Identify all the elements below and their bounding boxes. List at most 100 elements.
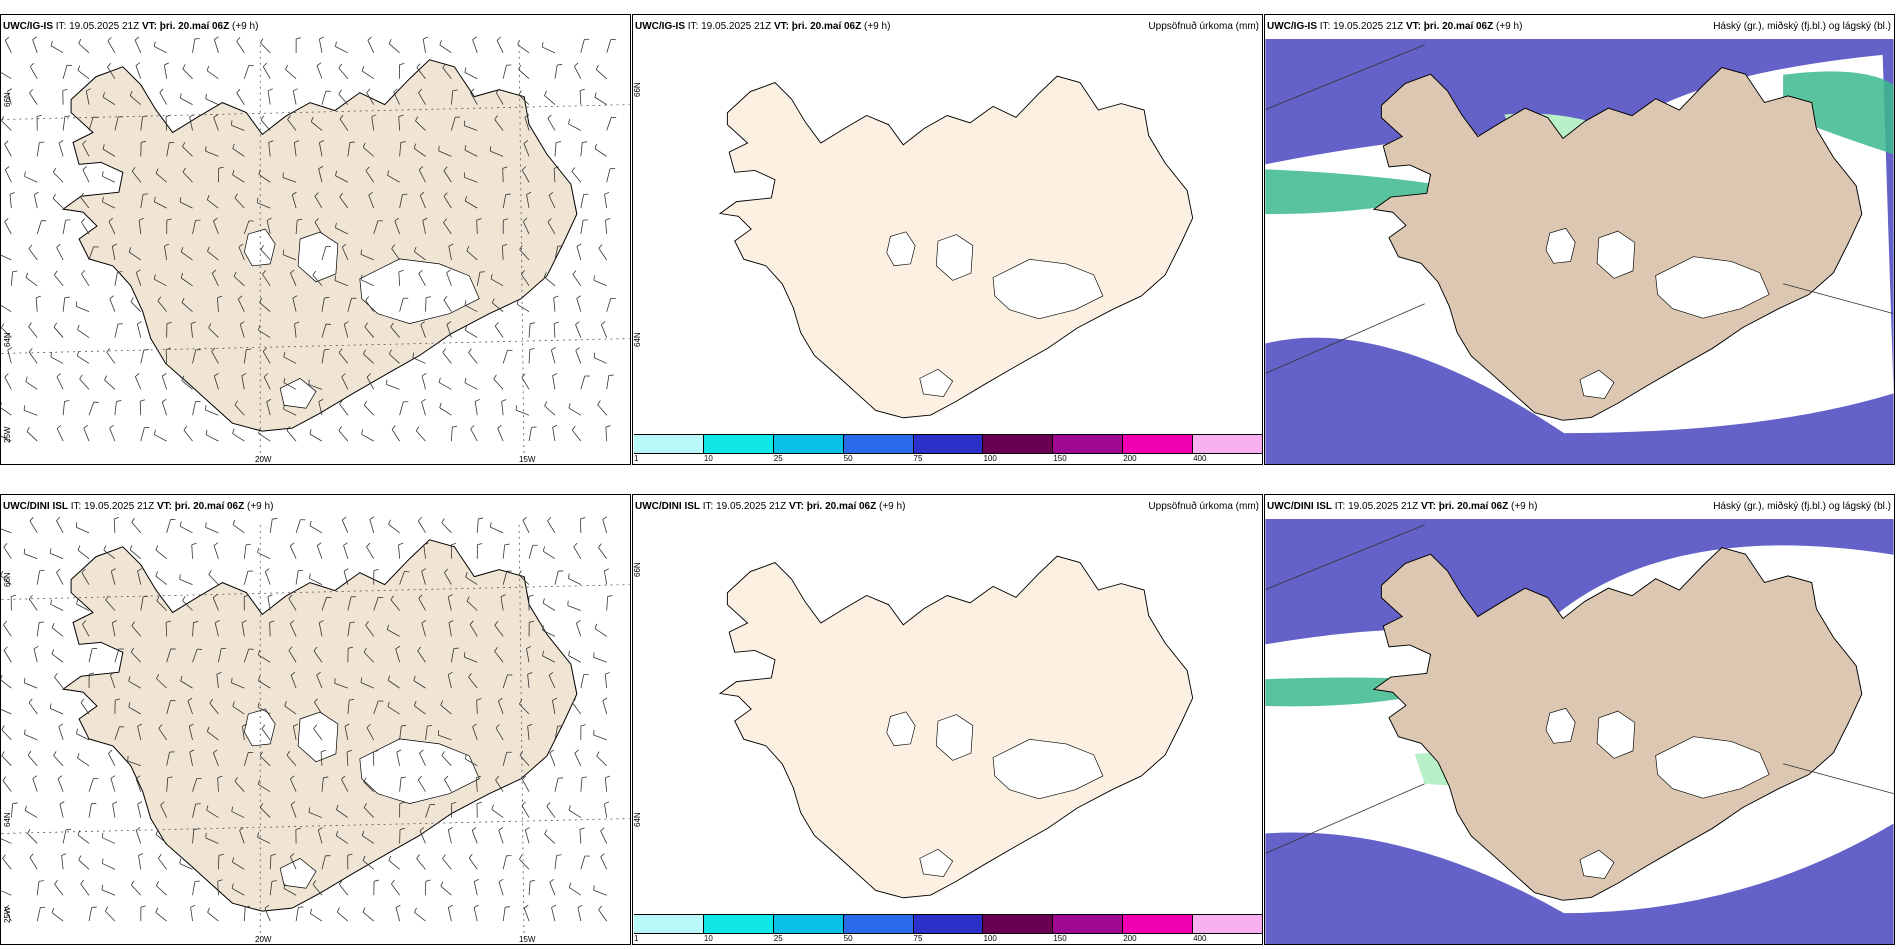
wind-barb [51, 599, 63, 610]
wind-barb [28, 751, 37, 766]
colorbar-ticks: 1 10 25 50 75 100 150 200 400 [634, 934, 1263, 945]
wind-barb [503, 907, 510, 921]
wind-barb [3, 854, 12, 869]
panel-header: UWC/IG-IS IT: 19.05.2025 21Z VT: þri. 20… [1265, 15, 1894, 39]
wind-barb [156, 908, 167, 921]
wind-barb [26, 377, 38, 390]
wind-barb [5, 37, 11, 53]
wind-barb [296, 38, 301, 53]
wind-barb-map [1, 15, 630, 464]
wind-barb [63, 65, 72, 78]
colorbar-tick-label: 400 [1193, 934, 1206, 943]
wind-barb [569, 805, 581, 817]
wind-barb [569, 883, 581, 896]
wind-barb [607, 375, 614, 389]
wind-barb [270, 518, 277, 532]
wind-barb [58, 776, 63, 792]
panel-wind-row1: UWC/IG-IS IT: 19.05.2025 21Z VT: þri. 20… [0, 14, 631, 465]
wind-barb [27, 427, 37, 441]
wind-barb [28, 829, 38, 843]
wind-barb [37, 142, 44, 156]
wind-barb [137, 322, 141, 338]
wind-barb [367, 543, 374, 559]
colorbar-swatch [1123, 435, 1193, 453]
wind-barb [77, 351, 89, 363]
wind-barb [552, 905, 556, 921]
wind-barb [387, 380, 400, 390]
wind-barb [5, 218, 12, 234]
wind-barb [29, 89, 37, 104]
colorbar-swatch [1123, 915, 1193, 933]
wind-barb [33, 776, 37, 792]
wind-barb [581, 725, 586, 740]
wind-barb [581, 194, 589, 208]
wind-barb [156, 881, 166, 895]
wind-barb [415, 908, 426, 921]
wind-barb [310, 521, 322, 533]
model-name: UWC/DINI ISL [1267, 501, 1332, 512]
wind-barb [131, 881, 140, 895]
wind-barb [389, 520, 400, 533]
colorbar-swatch [983, 435, 1053, 453]
wind-barb [62, 854, 67, 870]
wind-barb-map [1, 495, 630, 944]
wind-barb [34, 192, 38, 208]
wind-barb [550, 879, 555, 895]
wind-barb [244, 66, 253, 79]
wind-barb [3, 777, 11, 792]
valid-prefix: VT: [157, 501, 172, 512]
wind-barb [503, 65, 511, 79]
wind-barb [494, 375, 503, 389]
wind-barb [440, 40, 452, 53]
wind-barb [89, 803, 96, 817]
wind-barb [607, 169, 615, 183]
wind-barb [442, 518, 452, 532]
wind-barb [503, 350, 512, 363]
wind-barb [576, 347, 581, 363]
wind-barb [89, 778, 98, 791]
wind-barb [11, 271, 17, 286]
wind-barb [25, 172, 38, 183]
wind-barb [370, 517, 374, 533]
wind-barb [339, 64, 348, 79]
wind-barb [595, 624, 607, 636]
colorbar-tick-label: 10 [704, 934, 713, 943]
wind-barb [76, 522, 89, 532]
wind-barb [576, 620, 580, 636]
precip-title: Uppsöfnuð úrkoma (mm) [1148, 495, 1259, 519]
wind-barb [545, 830, 555, 844]
lat-label-64: 64N [633, 812, 642, 827]
colorbar-swatch [1053, 915, 1123, 933]
wind-barb [322, 91, 331, 104]
wind-barb [102, 833, 115, 844]
wind-barb [5, 166, 11, 182]
wind-barb [598, 401, 607, 416]
precip-map [633, 495, 1262, 944]
wind-barb [317, 63, 322, 79]
wind-barb [110, 425, 115, 441]
wind-barb [207, 66, 218, 79]
wind-barb [263, 63, 270, 79]
lon-label-20: 20W [255, 455, 271, 464]
wind-barb [581, 142, 587, 157]
wind-barb [440, 403, 452, 415]
colorbar-tick-label: 25 [774, 454, 783, 463]
wind-barb [29, 323, 38, 338]
wind-barb [138, 853, 143, 869]
precip-colorbar [634, 914, 1263, 934]
wind-barb [553, 373, 558, 389]
wind-barb [293, 89, 297, 105]
wind-barb [54, 323, 63, 338]
wind-barb [572, 426, 581, 441]
wind-barb [1, 300, 11, 312]
wind-barb [135, 37, 141, 53]
model-name: UWC/DINI ISL [635, 501, 700, 512]
wind-barb [76, 301, 89, 311]
wind-barb [477, 543, 482, 558]
wind-barb [498, 425, 504, 441]
wind-barb [1, 249, 11, 260]
wind-barb [581, 39, 589, 53]
colorbar-swatch [1053, 435, 1123, 453]
wind-barb [490, 522, 503, 533]
wind-barb [57, 425, 63, 441]
